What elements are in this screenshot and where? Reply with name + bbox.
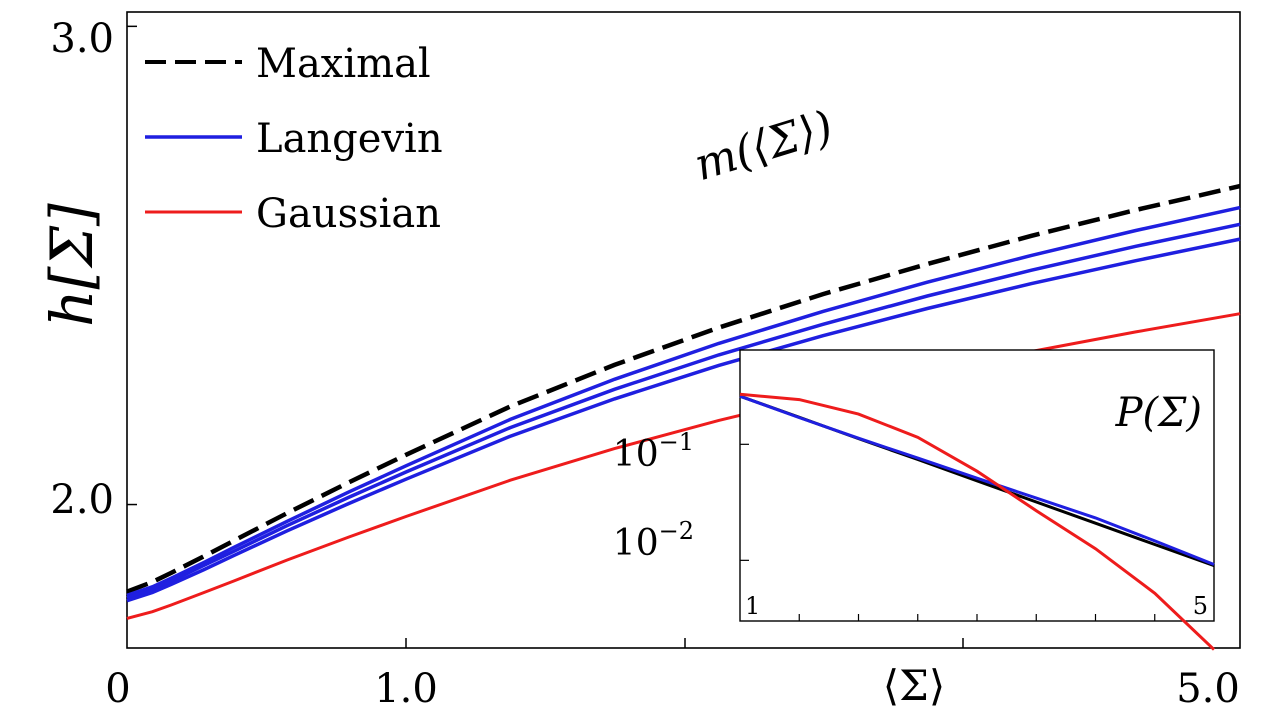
inset-ticks — [740, 443, 1156, 621]
maximal-curve-annotation: m(⟨Σ⟩) — [689, 101, 839, 191]
x-axis-label: ⟨Σ⟩ — [883, 661, 945, 710]
series-line-langevin-3 — [126, 237, 1241, 603]
inset-title: P(Σ) — [1115, 390, 1202, 436]
main-chart: 0 1.0 5.0 2.0 3.0 ⟨Σ⟩ h[Σ] m(⟨Σ⟩) Maxima… — [38, 11, 1241, 712]
inset-x-tick-label-1: 5 — [1193, 592, 1208, 620]
legend-label-langevin: Langevin — [256, 116, 443, 162]
inset-series-line-langevin — [739, 394, 1215, 566]
main-plot-frame — [126, 11, 1241, 649]
main-ticks — [127, 25, 964, 648]
legend-label-maximal: Maximal — [256, 41, 431, 87]
inset-series — [739, 392, 1216, 651]
inset-plot-frame — [739, 349, 1215, 622]
inset-chart: P(Σ) 1 5 10−1 10−2 — [613, 349, 1216, 651]
series-line-langevin-1 — [126, 205, 1241, 598]
inset-y-tick-label-0: 10−1 — [613, 428, 694, 475]
inset-series-line-gaussian — [739, 392, 1216, 651]
inset-x-tick-label-0: 1 — [745, 592, 760, 620]
legend: Maximal Langevin Gaussian — [145, 41, 443, 237]
x-tick-label-1: 1.0 — [374, 666, 438, 712]
x-tick-label-2: 5.0 — [1176, 666, 1240, 712]
series-line-langevin-2 — [126, 222, 1241, 600]
inset-y-tick-label-1: 10−2 — [613, 517, 694, 564]
y-tick-label-0: 2.0 — [50, 477, 114, 523]
series-line-maximal-0 — [126, 183, 1241, 594]
y-axis-label: h[Σ] — [38, 203, 106, 327]
x-tick-label-0: 0 — [105, 666, 130, 712]
y-tick-label-1: 3.0 — [50, 16, 114, 62]
legend-label-gaussian: Gaussian — [256, 191, 441, 237]
